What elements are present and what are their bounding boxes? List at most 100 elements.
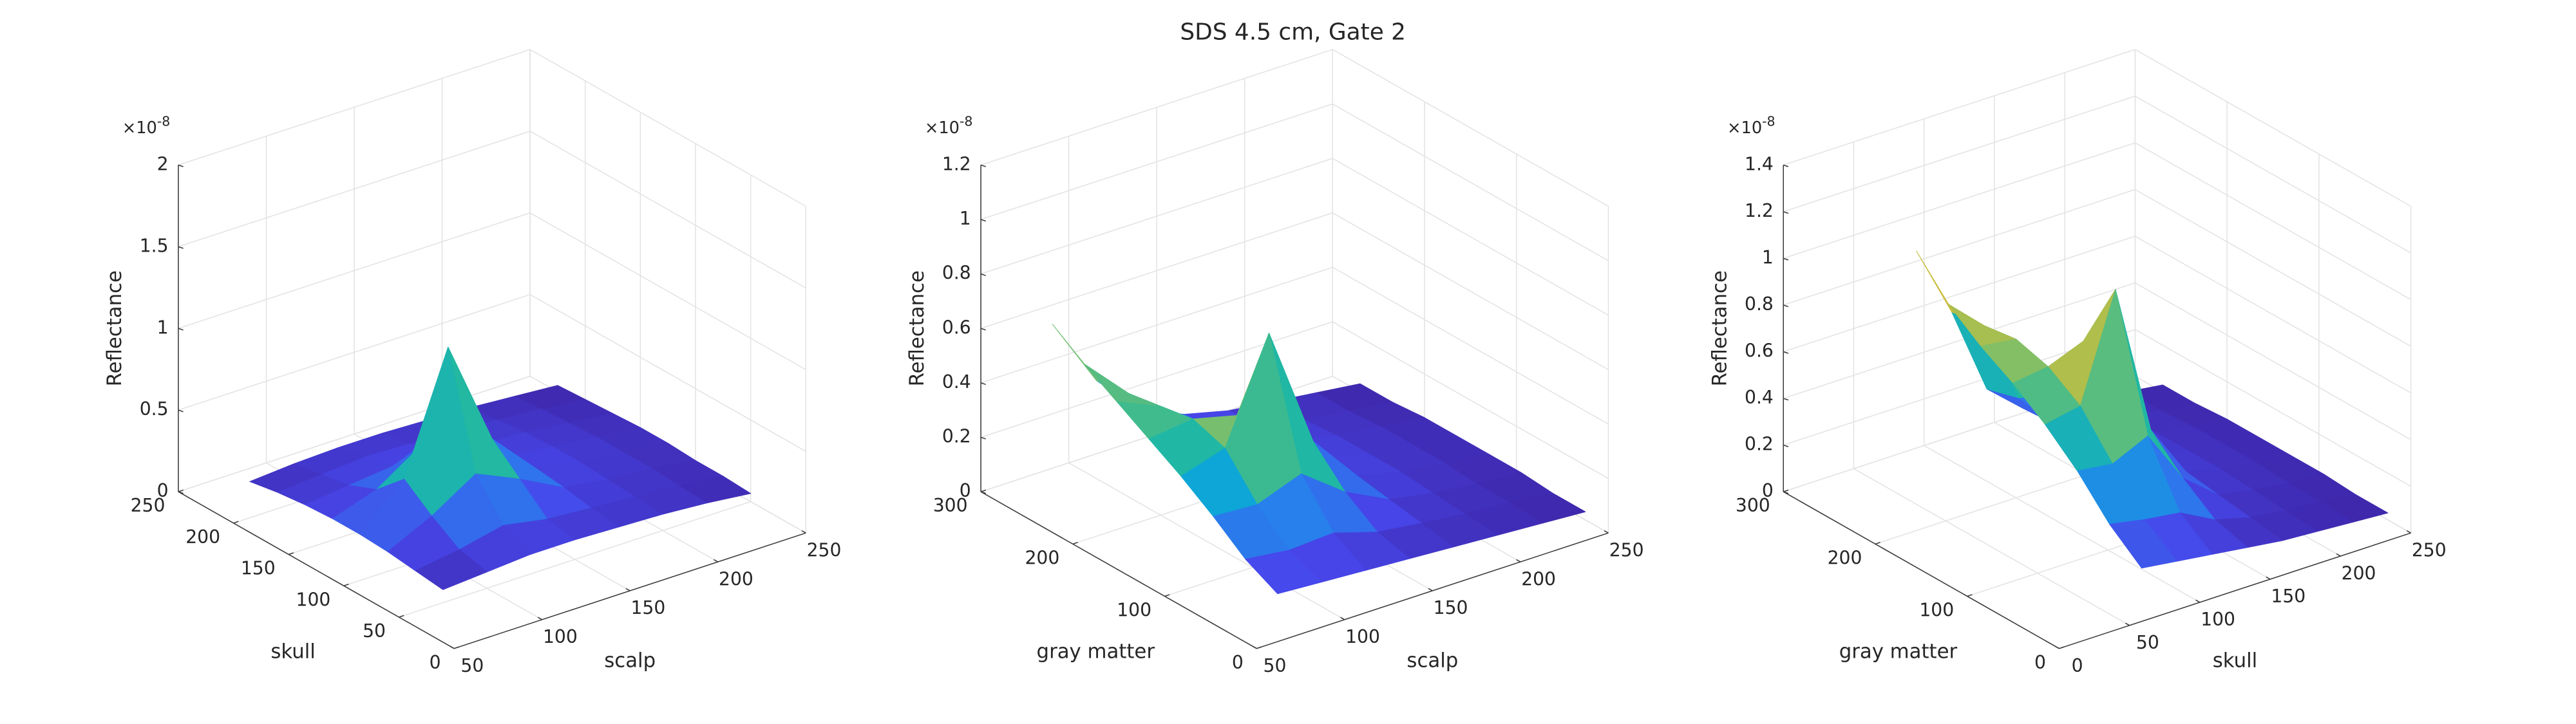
x-tick-label: 100 [543, 626, 578, 647]
z-tick [1783, 211, 1789, 214]
z-tick [1783, 351, 1789, 354]
z-tick-label: 1.5 [140, 235, 169, 256]
x-tick [1340, 617, 1345, 620]
z-tick [980, 328, 987, 331]
y-axis [178, 491, 455, 649]
y-tick-label: 300 [1736, 495, 1770, 516]
z-tick [980, 382, 987, 385]
z-tick-label: 2 [157, 153, 169, 174]
grid-line [178, 49, 531, 166]
z-tick-label: 0.4 [1745, 387, 1774, 408]
y-tick-label: 150 [241, 558, 276, 579]
y-tick [233, 521, 239, 524]
z-tick [980, 273, 987, 276]
grid-line [1783, 189, 2136, 306]
y-tick-label: 200 [1025, 547, 1059, 568]
z-tick [1783, 398, 1789, 401]
y-axis-label: skull [270, 640, 315, 664]
z-tick [980, 219, 987, 222]
x-tick [2336, 553, 2341, 557]
surface-face [415, 549, 488, 590]
x-tick-label: 50 [1264, 655, 1287, 676]
z-tick-label: 0 [1762, 480, 1774, 501]
z-tick-label: 0.2 [942, 425, 971, 447]
z-tick [1783, 491, 1789, 494]
y-axis [980, 491, 1257, 649]
x-tick-label: 100 [2201, 609, 2235, 630]
y-tick-label: 0 [2034, 652, 2046, 673]
z-tick [980, 491, 987, 494]
grid-line [2135, 282, 2411, 440]
z-tick [1783, 257, 1789, 261]
z-tick-label: 1 [157, 317, 169, 338]
grid-line [178, 293, 531, 411]
grid-line [529, 131, 806, 289]
z-multiplier-base: ×10 [122, 118, 157, 138]
x-tick [2125, 622, 2130, 626]
grid-line [2135, 142, 2411, 301]
x-tick [801, 530, 806, 534]
x-tick-label: 150 [631, 597, 666, 618]
z-multiplier-exponent: -8 [1762, 114, 1775, 129]
x-tick-label: 250 [1609, 539, 1644, 561]
y-axis-label: gray matter [1839, 640, 1958, 664]
y-tick-label: 0 [430, 652, 441, 673]
z-multiplier: ×10-8 [925, 114, 973, 138]
z-tick-label: 0.8 [1745, 293, 1774, 315]
z-tick-label: 1 [960, 208, 971, 229]
grid-line [1924, 445, 2201, 603]
surface-face [1052, 324, 1129, 394]
z-tick-label: 0.6 [942, 317, 971, 338]
grid-line [178, 212, 531, 329]
grid-line [980, 103, 1333, 220]
y-tick [1072, 542, 1078, 545]
x-tick [2266, 576, 2271, 580]
y-tick-label: 300 [933, 495, 968, 516]
grid-line [1783, 142, 2136, 259]
x-tick [2406, 530, 2411, 534]
x-tick [713, 559, 719, 562]
x-tick-label: 200 [719, 568, 753, 589]
grid-line [980, 49, 1333, 166]
z-multiplier: ×10-8 [1727, 114, 1776, 138]
grid-line [1332, 212, 1609, 371]
x-axis-label: scalp [604, 649, 656, 673]
z-tick-label: 0.2 [1745, 434, 1774, 455]
z-multiplier-base: ×10 [925, 118, 960, 138]
y-axis-label: gray matter [1037, 640, 1155, 664]
grid-line [2135, 236, 2411, 394]
x-tick [450, 645, 455, 649]
x-tick [1252, 645, 1257, 649]
z-tick-label: 1.2 [942, 153, 971, 174]
y-tick [1783, 489, 1789, 492]
grid-line [2135, 189, 2411, 347]
grid-line [1783, 236, 2136, 353]
grid-line [1332, 49, 1609, 207]
grid-line [178, 131, 531, 248]
grid-line [980, 321, 1333, 438]
z-multiplier-exponent: -8 [960, 114, 972, 129]
z-tick-label: 0.4 [942, 371, 971, 393]
grid-line [2135, 95, 2411, 254]
x-tick [1604, 530, 1609, 534]
z-tick [1783, 444, 1789, 447]
x-tick-label: 0 [2072, 655, 2083, 676]
z-multiplier: ×10-8 [122, 114, 171, 138]
x-tick [2195, 599, 2201, 603]
x-tick-label: 50 [2136, 632, 2159, 653]
grid-line [1332, 158, 1609, 316]
z-tick [178, 491, 184, 494]
x-tick-label: 150 [2271, 586, 2306, 607]
y-tick [1875, 542, 1880, 545]
x-tick-label: 250 [807, 539, 842, 561]
z-tick-label: 1.2 [1745, 200, 1774, 221]
y-tick [2059, 646, 2065, 649]
z-multiplier-exponent: -8 [157, 114, 170, 129]
y-tick-label: 0 [1232, 652, 1244, 673]
y-tick [1256, 646, 1262, 649]
z-tick [980, 436, 987, 440]
z-axis-label: Reflectance [905, 270, 929, 386]
y-tick [288, 552, 294, 555]
z-tick-label: 0.5 [140, 398, 169, 420]
